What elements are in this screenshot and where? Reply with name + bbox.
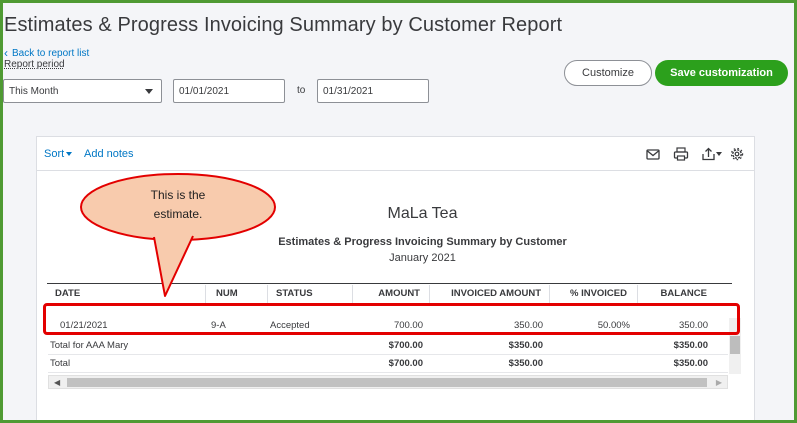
- column-header-num[interactable]: NUM: [216, 288, 238, 299]
- column-divider: [267, 285, 268, 304]
- grand-total-amount: $700.00: [388, 358, 423, 369]
- callout-text: This is the estimate.: [79, 186, 277, 224]
- report-period-select[interactable]: This Month: [3, 79, 162, 103]
- row-divider: [48, 354, 728, 355]
- scroll-right-arrow-icon[interactable]: ▶: [715, 378, 722, 387]
- report-period-value: This Month: [9, 86, 59, 97]
- print-icon[interactable]: [673, 147, 689, 161]
- column-header-invoiced-amount[interactable]: INVOICED AMOUNT: [451, 288, 541, 299]
- row-date[interactable]: 01/21/2021: [60, 320, 108, 331]
- report-date-range: January 2021: [389, 252, 456, 264]
- grand-total-balance: $350.00: [673, 358, 708, 369]
- row-num[interactable]: 9-A: [211, 320, 226, 331]
- vertical-scroll-thumb[interactable]: [730, 336, 740, 354]
- row-divider: [48, 372, 728, 373]
- customer-total-invoiced: $350.00: [508, 340, 543, 351]
- end-date-input[interactable]: 01/31/2021: [317, 79, 429, 103]
- column-header-date[interactable]: DATE: [55, 288, 81, 299]
- horizontal-scroll-thumb[interactable]: [67, 378, 707, 387]
- column-divider: [549, 285, 550, 304]
- caret-down-icon: [66, 152, 73, 157]
- report-period-label: Report period: [4, 59, 65, 70]
- column-divider: [205, 285, 206, 304]
- row-amount: 700.00: [393, 320, 423, 331]
- back-link-label: Back to report list: [12, 47, 90, 59]
- column-header-status[interactable]: STATUS: [276, 288, 313, 299]
- row-invoiced-amount: 350.00: [513, 320, 543, 331]
- grand-total-label: Total: [50, 358, 71, 369]
- chevron-down-icon: [145, 89, 153, 94]
- column-header-percent-invoiced[interactable]: % INVOICED: [569, 288, 627, 299]
- to-label: to: [297, 85, 306, 96]
- sort-dropdown[interactable]: Sort: [44, 148, 73, 160]
- sort-label: Sort: [44, 148, 65, 160]
- export-icon[interactable]: [701, 147, 723, 161]
- start-date-input[interactable]: 01/01/2021: [173, 79, 285, 103]
- row-balance: 350.00: [678, 320, 708, 331]
- grand-total-invoiced: $350.00: [508, 358, 543, 369]
- column-header-amount[interactable]: AMOUNT: [378, 288, 420, 299]
- customize-button[interactable]: Customize: [564, 60, 652, 86]
- page-title: Estimates & Progress Invoicing Summary b…: [4, 14, 563, 36]
- horizontal-scrollbar[interactable]: ◀ ▶: [48, 375, 728, 389]
- row-percent-invoiced: 50.00%: [597, 320, 630, 331]
- callout-line-2: estimate.: [153, 207, 203, 221]
- column-divider: [429, 285, 430, 304]
- column-divider: [637, 285, 638, 304]
- scroll-left-arrow-icon[interactable]: ◀: [54, 378, 61, 387]
- report-toolbar: Sort Add notes: [37, 137, 754, 171]
- column-divider: [352, 285, 353, 304]
- customer-total-label: Total for AAA Mary: [50, 340, 129, 351]
- column-header-balance[interactable]: BALANCE: [660, 288, 707, 299]
- row-status: Accepted: [270, 320, 310, 331]
- report-table: DATE NUM STATUS AMOUNT INVOICED AMOUNT %…: [47, 283, 732, 305]
- customer-total-balance: $350.00: [673, 340, 708, 351]
- add-notes-link[interactable]: Add notes: [84, 148, 134, 160]
- callout-line-1: This is the: [150, 188, 206, 202]
- mail-icon[interactable]: [645, 147, 661, 161]
- highlight-box: [43, 303, 740, 335]
- gear-icon[interactable]: [729, 147, 745, 161]
- customer-total-amount: $700.00: [388, 340, 423, 351]
- table-header: DATE NUM STATUS AMOUNT INVOICED AMOUNT %…: [47, 283, 732, 305]
- back-to-report-list-link[interactable]: ‹ Back to report list: [4, 46, 89, 60]
- callout-bubble: [80, 173, 276, 297]
- chevron-left-icon: ‹: [4, 46, 8, 60]
- company-name: MaLa Tea: [387, 205, 458, 222]
- save-customization-button[interactable]: Save customization: [655, 60, 788, 86]
- report-title: Estimates & Progress Invoicing Summary b…: [278, 236, 567, 248]
